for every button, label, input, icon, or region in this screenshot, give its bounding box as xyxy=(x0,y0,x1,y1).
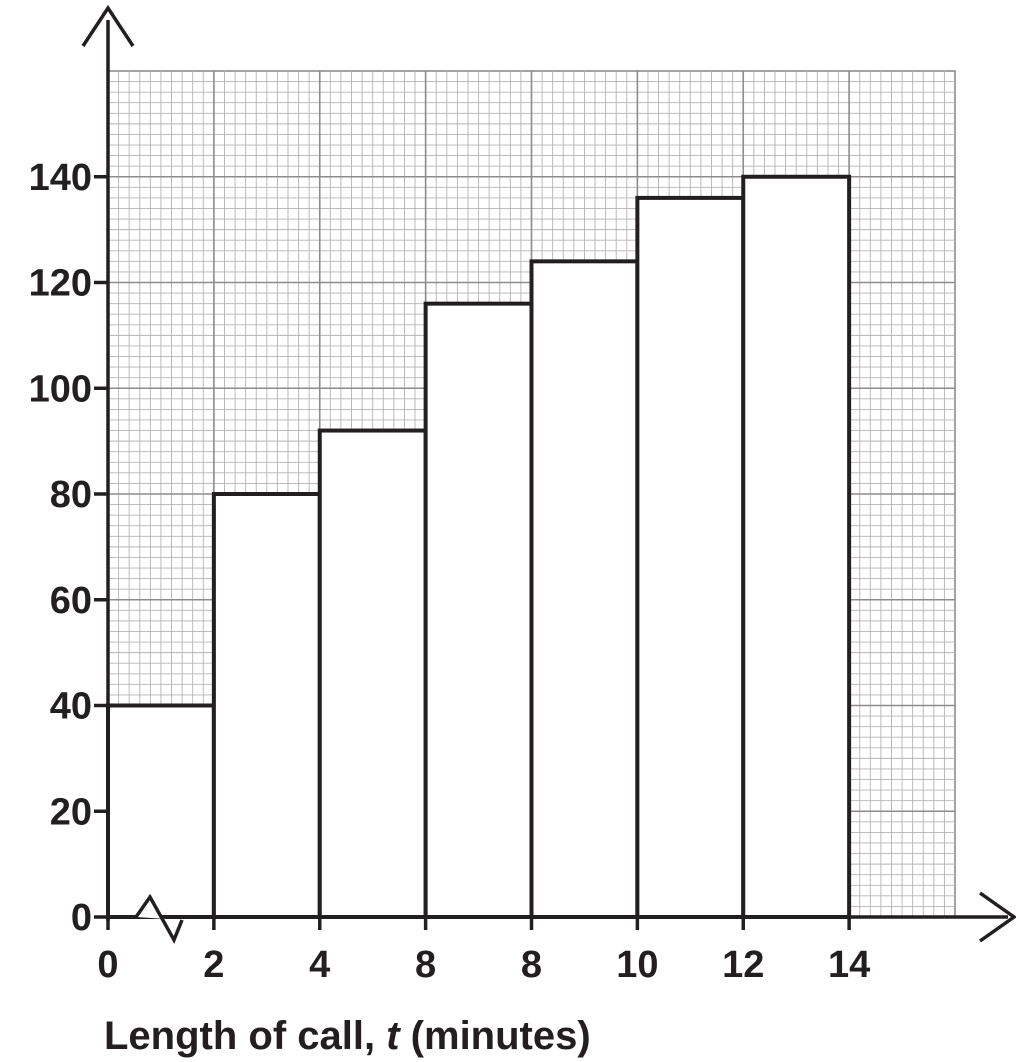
histogram-bar-6 xyxy=(635,195,746,919)
y-tick-label: 80 xyxy=(50,474,92,516)
axis-break-symbol xyxy=(134,893,184,945)
y-tick-label: 60 xyxy=(50,580,92,622)
x-tick-labels: 0 2 4 8 8 10 12 14 xyxy=(97,917,870,986)
y-tick-label: 120 xyxy=(29,263,92,305)
histogram-bar-1 xyxy=(106,703,216,919)
x-tick-label: 8 xyxy=(521,944,542,986)
histogram-bar-2 xyxy=(211,492,322,919)
x-tick-label: 0 xyxy=(97,944,118,986)
x-axis-title: Length of call, t (minutes) xyxy=(104,1014,591,1058)
histogram-bar-5 xyxy=(529,259,640,920)
x-tick-label: 10 xyxy=(616,944,658,986)
y-tick-label: 20 xyxy=(50,791,92,833)
bars xyxy=(106,174,852,920)
axes xyxy=(81,4,1016,945)
histogram-bar-4 xyxy=(423,301,534,919)
x-tick-label: 8 xyxy=(415,944,436,986)
histogram-bar-7 xyxy=(741,174,852,919)
y-tick-label: 0 xyxy=(71,897,92,939)
histogram-bar-3 xyxy=(317,428,428,919)
y-tick-label: 100 xyxy=(29,368,92,410)
y-tick-label: 40 xyxy=(50,686,92,728)
x-axis-title-after: (minutes) xyxy=(400,1014,591,1058)
x-axis-title-variable: t xyxy=(386,1014,401,1058)
y-tick-label: 140 xyxy=(29,157,92,199)
x-tick-label: 2 xyxy=(203,944,224,986)
x-axis-title-before: Length of call, xyxy=(104,1014,386,1058)
y-axis-arrow xyxy=(81,4,135,47)
x-tick-label: 4 xyxy=(309,944,330,986)
y-tick-labels: 0 20 40 60 80 100 120 140 xyxy=(29,157,108,939)
x-tick-label: 12 xyxy=(722,944,764,986)
x-axis-arrow xyxy=(978,891,1016,943)
x-tick-label: 14 xyxy=(828,944,870,986)
